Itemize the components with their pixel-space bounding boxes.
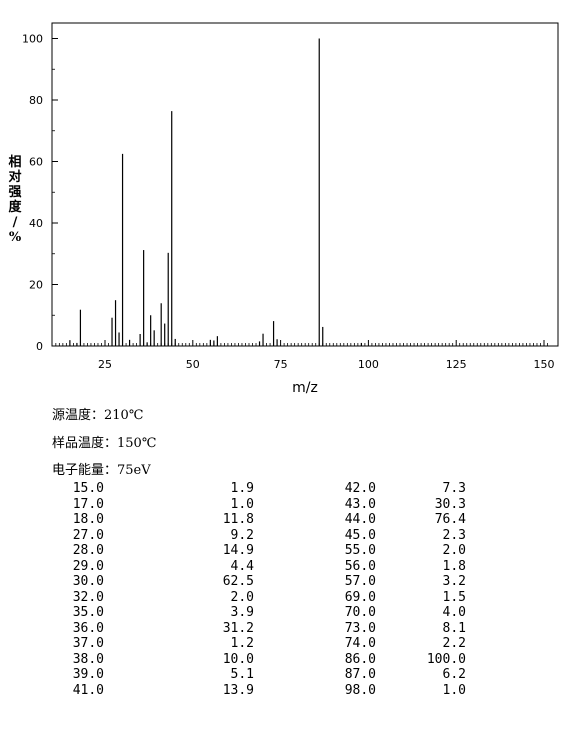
y-tick-label: 0 <box>36 340 43 353</box>
electron-energy: 电子能量：75eV <box>52 463 151 478</box>
intensity-cell: 11.8 <box>222 512 254 527</box>
intensity-cell: 5.1 <box>230 667 254 682</box>
intensity-cell: 2.0 <box>442 543 466 558</box>
x-tick-label: 50 <box>186 358 200 371</box>
mz-cell: 56.0 <box>344 558 376 574</box>
intensity-cell: 1.2 <box>230 636 254 651</box>
mz-cell: 39.0 <box>72 667 104 682</box>
source-temperature: 源温度：210℃ <box>52 408 144 423</box>
intensity-cell: 10.0 <box>222 651 254 667</box>
x-axis-label: m/z <box>292 380 318 396</box>
y-tick-label: 100 <box>22 33 43 46</box>
mz-cell: 55.0 <box>344 543 376 558</box>
mz-cell: 69.0 <box>344 589 376 605</box>
mz-cell: 73.0 <box>344 620 376 636</box>
mz-cell: 41.0 <box>72 682 104 698</box>
sample-temperature: 样品温度：150℃ <box>52 436 157 451</box>
intensity-cell: 62.5 <box>222 574 254 589</box>
y-axis-label-char: / <box>13 215 18 230</box>
y-axis-label-char: 相 <box>8 154 21 170</box>
x-tick-label: 150 <box>534 358 555 371</box>
intensity-cell: 4.0 <box>442 605 466 620</box>
y-tick-label: 20 <box>29 279 43 292</box>
mz-cell: 30.0 <box>72 574 104 589</box>
intensity-cell: 1.9 <box>230 481 254 496</box>
intensity-cell: 7.3 <box>442 481 466 496</box>
mz-cell: 98.0 <box>344 682 376 698</box>
intensity-cell: 31.2 <box>222 620 254 636</box>
mz-cell: 17.0 <box>72 496 104 512</box>
x-tick-label: 25 <box>98 358 112 371</box>
plot-frame <box>51 22 559 347</box>
y-axis-label-char: 对 <box>8 169 21 185</box>
intensity-cell: 14.9 <box>222 543 254 558</box>
intensity-cell: 76.4 <box>434 512 466 527</box>
intensity-cell: 3.2 <box>442 574 466 589</box>
y-axis-label-char: 强 <box>8 185 21 200</box>
intensity-cell: 6.2 <box>442 667 466 682</box>
intensity-cell: 2.2 <box>442 636 466 651</box>
intensity-cell: 2.0 <box>230 589 254 605</box>
axis-ticks: 25 50 75 100 125 150 0 20 40 60 80 100 <box>22 33 555 372</box>
mz-cell: 44.0 <box>344 512 376 527</box>
mz-cell: 70.0 <box>344 605 376 620</box>
mz-cell: 37.0 <box>72 636 104 651</box>
intensity-cell: 1.5 <box>442 589 466 605</box>
mz-cell: 57.0 <box>344 574 376 589</box>
intensity-cell: 1.8 <box>442 558 466 574</box>
mz-cell: 18.0 <box>72 512 104 527</box>
mz-cell: 74.0 <box>344 636 376 651</box>
mz-cell: 32.0 <box>72 589 104 605</box>
y-tick-label: 40 <box>29 217 43 230</box>
intensity-cell: 30.3 <box>434 496 466 512</box>
x-tick-label: 75 <box>274 358 288 371</box>
mz-cell: 42.0 <box>344 481 376 496</box>
peaks-group <box>69 38 362 346</box>
intensity-cell: 2.3 <box>442 527 466 543</box>
intensity-cell: 1.0 <box>230 496 254 512</box>
mz-cell: 38.0 <box>72 651 104 667</box>
mz-cell: 43.0 <box>344 496 376 512</box>
mz-cell: 15.0 <box>72 481 104 496</box>
mz-cell: 27.0 <box>72 527 104 543</box>
mz-cell: 86.0 <box>344 651 376 667</box>
intensity-cell: 13.9 <box>222 682 254 698</box>
intensity-cell: 9.2 <box>230 527 254 543</box>
mz-cell: 36.0 <box>72 620 104 636</box>
mz-cell: 29.0 <box>72 558 104 574</box>
y-tick-label: 60 <box>29 156 43 169</box>
intensity-cell: 1.0 <box>442 682 466 698</box>
mz-cell: 87.0 <box>344 667 376 682</box>
intensity-cell: 8.1 <box>442 620 466 636</box>
intensity-cell: 3.9 <box>230 605 254 620</box>
mz-cell: 45.0 <box>344 527 376 543</box>
mz-cell: 28.0 <box>72 543 104 558</box>
y-tick-label: 80 <box>29 94 43 107</box>
y-axis-label-char: 度 <box>8 199 22 215</box>
y-axis-label-char: % <box>9 230 22 245</box>
intensity-cell: 100.0 <box>426 651 466 667</box>
x-tick-label: 125 <box>446 358 467 371</box>
x-tick-label: 100 <box>358 358 379 371</box>
intensity-cell: 4.4 <box>230 558 254 574</box>
mz-cell: 35.0 <box>72 605 104 620</box>
